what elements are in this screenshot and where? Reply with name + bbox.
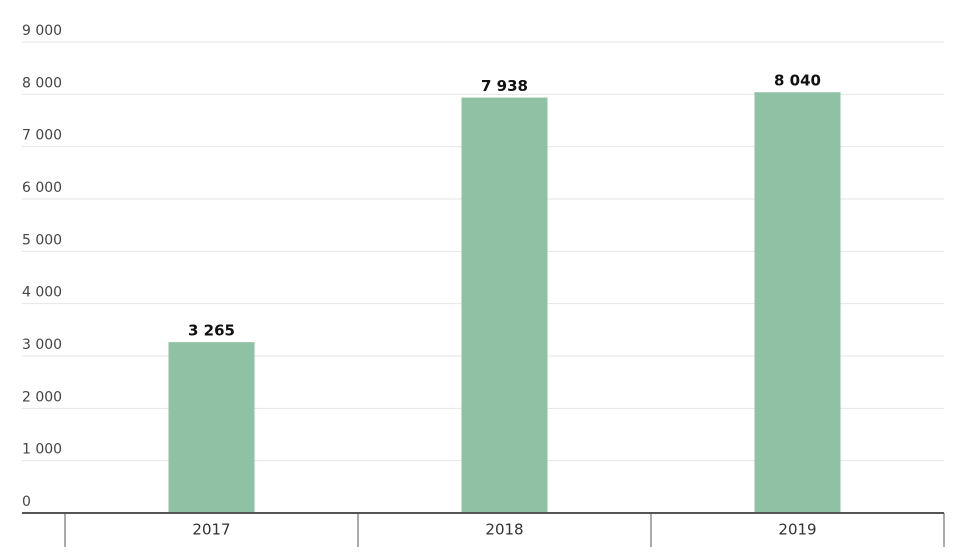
value-label: 7 938	[481, 77, 528, 95]
y-tick-label: 7 000	[22, 128, 62, 144]
y-tick-label: 8 000	[22, 75, 62, 91]
bar	[461, 97, 548, 513]
y-tick-label: 2 000	[22, 389, 62, 405]
x-tick-label: 2017	[192, 521, 230, 539]
bar	[168, 342, 255, 513]
y-tick-label: 3 000	[22, 337, 62, 353]
y-tick-label: 5 000	[22, 232, 62, 248]
value-label: 3 265	[188, 322, 235, 340]
y-tick-label: 6 000	[22, 180, 62, 196]
y-tick-label: 1 000	[22, 442, 62, 458]
x-tick-label: 2019	[778, 521, 816, 539]
y-tick-label: 4 000	[22, 285, 62, 301]
y-tick-label: 0	[22, 494, 31, 510]
value-label: 8 040	[774, 72, 821, 90]
x-tick-label: 2018	[485, 521, 523, 539]
bar	[754, 92, 841, 514]
y-tick-label: 9 000	[22, 23, 62, 39]
